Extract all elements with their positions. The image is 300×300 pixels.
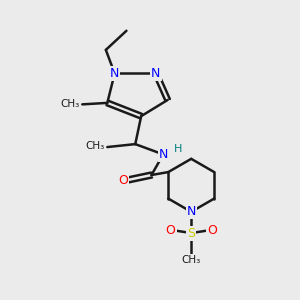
Text: N: N <box>187 205 196 218</box>
Text: N: N <box>110 67 119 80</box>
Text: N: N <box>159 148 168 161</box>
Text: S: S <box>187 226 195 239</box>
Text: CH₃: CH₃ <box>85 141 104 151</box>
Text: O: O <box>207 224 217 237</box>
Text: CH₃: CH₃ <box>60 99 79 110</box>
Text: O: O <box>166 224 176 237</box>
Text: N: N <box>151 67 160 80</box>
Text: CH₃: CH₃ <box>182 255 201 265</box>
Text: H: H <box>174 143 182 154</box>
Text: O: O <box>118 174 128 188</box>
